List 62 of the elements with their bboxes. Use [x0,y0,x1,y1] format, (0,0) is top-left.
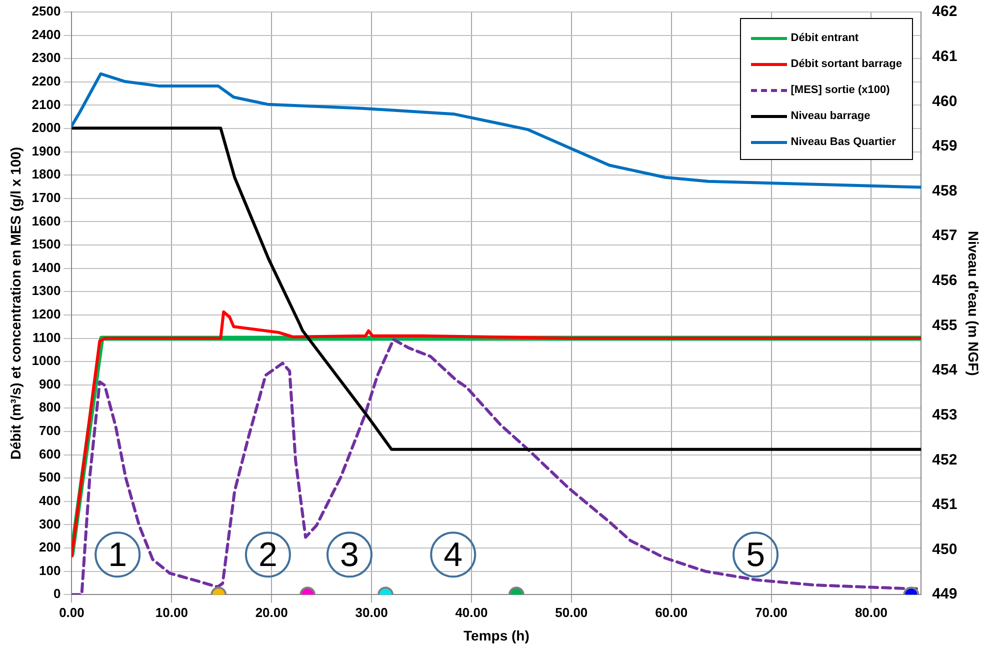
y-tick-label: 900 [39,376,61,392]
y2-tick-label: 449 [932,586,958,603]
y-tick-label: 1100 [32,330,61,345]
y-tick-label: 2400 [32,26,61,42]
y-tick-label: 100 [39,562,61,578]
y-tick-label: 300 [39,516,61,532]
y-tick-label: 1700 [32,190,61,206]
y2-axis-title: Niveau d'eau (m NGF) [966,230,982,376]
y-tick-label: 2000 [32,120,61,136]
legend-label: [MES] sortie (x100) [790,84,890,96]
x-tick-label: 40.00 [455,604,488,620]
x-tick-label: 60.00 [655,604,688,620]
x-tick-label: 20.00 [255,604,288,620]
y2-tick-label: 455 [932,316,958,334]
x-tick-label: 70.00 [754,604,788,620]
y2-tick-label: 459 [932,138,958,155]
y-tick-label: 0 [53,586,61,602]
y2-tick-label: 456 [932,272,958,290]
y2-tick-label: 460 [932,92,958,110]
y-tick-label: 1900 [32,143,61,158]
annotation: 4 [444,536,463,574]
y2-tick-label: 450 [932,540,958,558]
y2-tick-label: 461 [932,48,958,65]
legend-label: Niveau barrage [790,110,870,122]
annotation: 3 [340,536,359,574]
y-tick-label: 400 [39,492,61,508]
legend-label: Débit entrant [790,32,859,44]
y2-tick-label: 451 [932,496,958,514]
x-axis-title: Temps (h) [464,627,530,644]
y2-tick-label: 453 [932,406,958,424]
y2-tick-label: 462 [932,3,958,20]
y-tick-label: 200 [39,540,61,555]
y-tick-label: 2100 [32,96,61,112]
y-tick-label: 1300 [32,283,61,298]
y-axis-title: Débit (m³/s) et concentration en MES (g/l x 100) [7,146,24,460]
x-tick-label: 10.00 [155,604,188,620]
annotation: 5 [746,536,765,574]
annotation: 2 [258,536,278,574]
y-tick-label: 1000 [32,353,61,368]
annotation: 1 [108,536,128,574]
legend-label: Niveau Bas Quartier [790,136,896,148]
x-tick-label: 0.00 [59,604,84,620]
x-tick-label: 50.00 [555,604,588,620]
y-tick-label: 1500 [32,236,61,252]
y-tick-label: 500 [39,470,61,485]
legend-label: Débit sortant barrage [790,58,902,70]
y-tick-label: 1200 [32,306,61,322]
x-tick-label: 80.00 [854,604,888,620]
y2-tick-label: 457 [932,227,958,244]
y-tick-label: 700 [39,423,61,438]
y-tick-label: 2300 [32,50,61,66]
y2-tick-label: 458 [932,182,958,200]
y-tick-label: 800 [39,400,61,415]
y-tick-label: 1800 [32,166,61,182]
y-tick-label: 1600 [32,213,61,228]
y2-tick-label: 452 [932,451,958,468]
y2-tick-label: 454 [932,362,958,379]
y-tick-label: 2500 [32,4,61,19]
x-tick-label: 30.00 [355,604,388,620]
y-tick-label: 2200 [32,73,61,88]
y-tick-label: 1400 [32,260,61,275]
y-tick-label: 600 [39,446,61,462]
